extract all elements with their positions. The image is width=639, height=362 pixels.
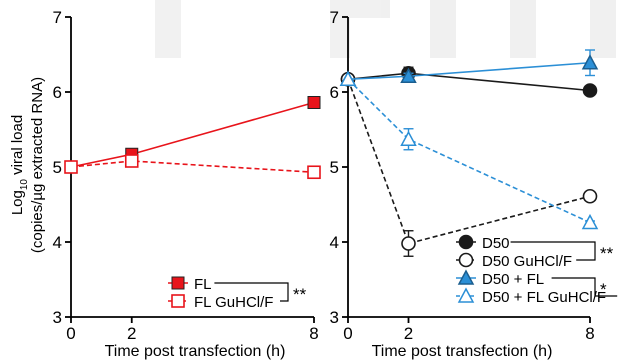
data-point bbox=[64, 160, 78, 174]
x-tick-label: 2 bbox=[127, 324, 136, 343]
data-point bbox=[400, 67, 417, 83]
y-label-log-base: 10 bbox=[19, 179, 30, 191]
y-tick-label: 6 bbox=[330, 83, 339, 102]
y-tick-label: 7 bbox=[53, 8, 62, 27]
y-tick-label: 5 bbox=[330, 158, 339, 177]
x-tick-label: 0 bbox=[343, 324, 352, 343]
data-point bbox=[124, 154, 139, 168]
y-label-log: Log bbox=[9, 190, 26, 215]
legend-label: D50 + FL GuHCl/F bbox=[482, 289, 606, 306]
y-axis-label: Log10 viral load (copies/µg extracted RN… bbox=[9, 77, 46, 253]
y-tick-label: 5 bbox=[53, 158, 62, 177]
significance-label: ** bbox=[600, 244, 614, 263]
data-point bbox=[307, 96, 321, 109]
legend-label: D50 + FL bbox=[482, 271, 544, 288]
legend-label: FL GuHCl/F bbox=[194, 294, 273, 311]
watermark bbox=[155, 0, 616, 58]
data-point bbox=[339, 70, 357, 86]
x-axis-label: Time post transfection (h) bbox=[105, 343, 286, 360]
significance-bracket bbox=[510, 241, 596, 261]
data-point bbox=[582, 188, 598, 204]
x-tick-label: 2 bbox=[404, 324, 413, 343]
y-tick-label: 7 bbox=[330, 8, 339, 27]
x-tick-label: 0 bbox=[66, 324, 75, 343]
significance-bracket bbox=[214, 282, 289, 302]
x-tick-label: 8 bbox=[309, 324, 318, 343]
legend-marker bbox=[457, 287, 475, 303]
x-tick-label: 8 bbox=[585, 324, 594, 343]
series-line bbox=[347, 72, 591, 92]
data-point bbox=[581, 54, 599, 70]
y-label-units: (copies/µg extracted RNA) bbox=[29, 77, 46, 253]
svg-text:Log10 viral load: Log10 viral load bbox=[9, 115, 30, 215]
series-line bbox=[347, 78, 591, 245]
y-tick-label: 3 bbox=[53, 308, 62, 327]
significance-label: ** bbox=[293, 285, 307, 304]
series-line bbox=[70, 101, 315, 168]
significance-bracket bbox=[551, 277, 618, 297]
legend-label: D50 bbox=[482, 235, 510, 252]
significance-label: * bbox=[600, 280, 607, 299]
legend-marker bbox=[171, 276, 185, 290]
data-point bbox=[401, 236, 416, 251]
y-tick-label: 3 bbox=[330, 308, 339, 327]
legend-label: D50 GuHCl/F bbox=[482, 253, 572, 270]
data-point bbox=[582, 83, 598, 98]
y-tick-label: 6 bbox=[53, 83, 62, 102]
series-line bbox=[347, 78, 591, 224]
data-point bbox=[400, 130, 417, 146]
y-tick-label: 4 bbox=[53, 233, 62, 252]
legend-label: FL bbox=[194, 276, 212, 293]
x-axis-label-right: Time post transfection (h) bbox=[372, 343, 553, 360]
panel-fl: Log10 viral load (copies/µg extracted RN… bbox=[9, 8, 321, 360]
y-tick-label: 4 bbox=[330, 233, 339, 252]
legend-marker bbox=[458, 234, 474, 250]
series-line bbox=[70, 160, 315, 174]
series-line bbox=[347, 61, 591, 81]
data-point bbox=[307, 165, 321, 180]
y-label-main: viral load bbox=[9, 115, 26, 175]
legend-marker bbox=[457, 269, 475, 285]
legend-marker bbox=[171, 294, 185, 308]
data-point bbox=[581, 213, 599, 230]
legend-marker bbox=[458, 252, 474, 268]
